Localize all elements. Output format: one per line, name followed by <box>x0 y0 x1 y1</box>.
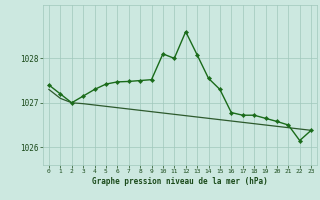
X-axis label: Graphe pression niveau de la mer (hPa): Graphe pression niveau de la mer (hPa) <box>92 177 268 186</box>
